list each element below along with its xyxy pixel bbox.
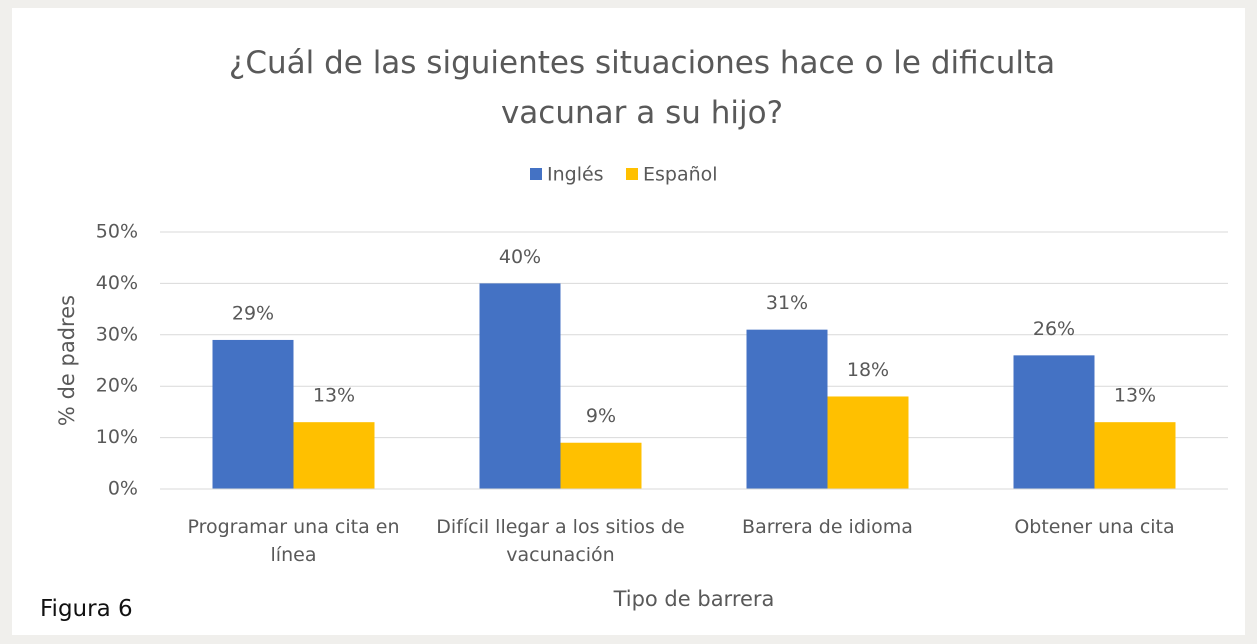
bar [212, 339, 294, 489]
data-label: 13% [313, 385, 355, 407]
y-tick-label: 50% [96, 221, 138, 243]
y-axis-title: % de padres [55, 295, 79, 426]
bar [746, 329, 828, 489]
legend-swatch [626, 168, 638, 180]
y-tick-label: 40% [96, 272, 138, 294]
y-tick-label: 10% [96, 426, 138, 448]
chart: 0% 10% 20% 30% 40% 50% Inglés Español 29% 13% 40% 9… [55, 164, 1228, 611]
legend-label: Español [643, 164, 718, 186]
x-tick-label: Barrera de idioma [742, 516, 913, 538]
x-axis-title: Tipo de barrera [613, 587, 775, 611]
bar [1094, 422, 1176, 489]
data-label: 31% [766, 292, 808, 314]
caption: Figura 6 [40, 596, 133, 622]
legend-swatch [530, 168, 542, 180]
y-tick-label: 0% [108, 478, 138, 500]
bar [827, 396, 909, 489]
data-label: 26% [1033, 318, 1075, 340]
y-tick-label: 30% [96, 323, 138, 345]
data-label: 29% [232, 302, 274, 324]
x-tick-label: Programar una cita en línea [187, 516, 400, 566]
data-label: 13% [1114, 385, 1156, 407]
bar [1013, 355, 1095, 489]
panel: 0% 10% 20% 30% 40% 50% Inglés Español 29% 13% 40% 9… [12, 8, 1245, 635]
data-label: 18% [847, 359, 889, 381]
y-tick-label: 20% [96, 375, 138, 397]
data-label: 9% [586, 405, 616, 427]
x-tick-label: Obtener una cita [1014, 516, 1175, 538]
bar [479, 283, 561, 489]
x-tick-label: Difícil llegar a los sitios de vacunació… [436, 516, 685, 566]
bar [560, 442, 642, 489]
legend-label: Inglés [547, 164, 604, 186]
data-label: 40% [499, 246, 541, 268]
chart-title: ¿Cuál de las siguientes situaciones hace… [228, 45, 1056, 131]
bar [293, 422, 375, 489]
